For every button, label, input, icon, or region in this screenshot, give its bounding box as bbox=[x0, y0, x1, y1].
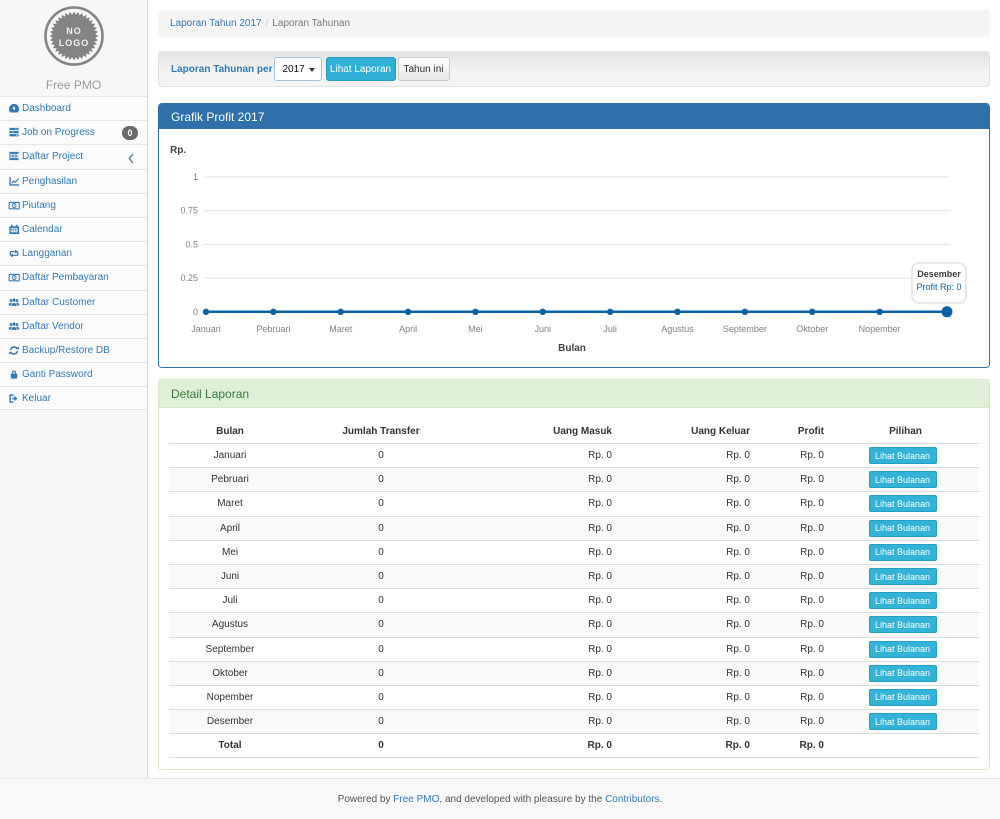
svg-text:Maret: Maret bbox=[329, 324, 353, 334]
svg-text:0.25: 0.25 bbox=[180, 273, 198, 283]
svg-text:Pebruari: Pebruari bbox=[256, 324, 290, 334]
svg-text:Oktober: Oktober bbox=[796, 324, 828, 334]
svg-text:Juli: Juli bbox=[603, 324, 617, 334]
svg-text:September: September bbox=[723, 324, 767, 334]
svg-text:1: 1 bbox=[193, 172, 198, 182]
svg-text:Rp.: Rp. bbox=[170, 145, 186, 156]
svg-text:Bulan: Bulan bbox=[558, 343, 586, 354]
svg-text:April: April bbox=[399, 324, 417, 334]
svg-text:LOGO: LOGO bbox=[58, 38, 89, 48]
svg-text:0.75: 0.75 bbox=[180, 206, 198, 216]
svg-text:Juni: Juni bbox=[535, 324, 552, 334]
svg-text:0: 0 bbox=[193, 307, 198, 317]
svg-text:0.5: 0.5 bbox=[185, 239, 198, 249]
svg-text:Januari: Januari bbox=[191, 324, 221, 334]
svg-text:Nopember: Nopember bbox=[859, 324, 901, 334]
svg-text:Mei: Mei bbox=[468, 324, 483, 334]
svg-text:NO: NO bbox=[66, 26, 82, 36]
svg-text:Agustus: Agustus bbox=[661, 324, 694, 334]
